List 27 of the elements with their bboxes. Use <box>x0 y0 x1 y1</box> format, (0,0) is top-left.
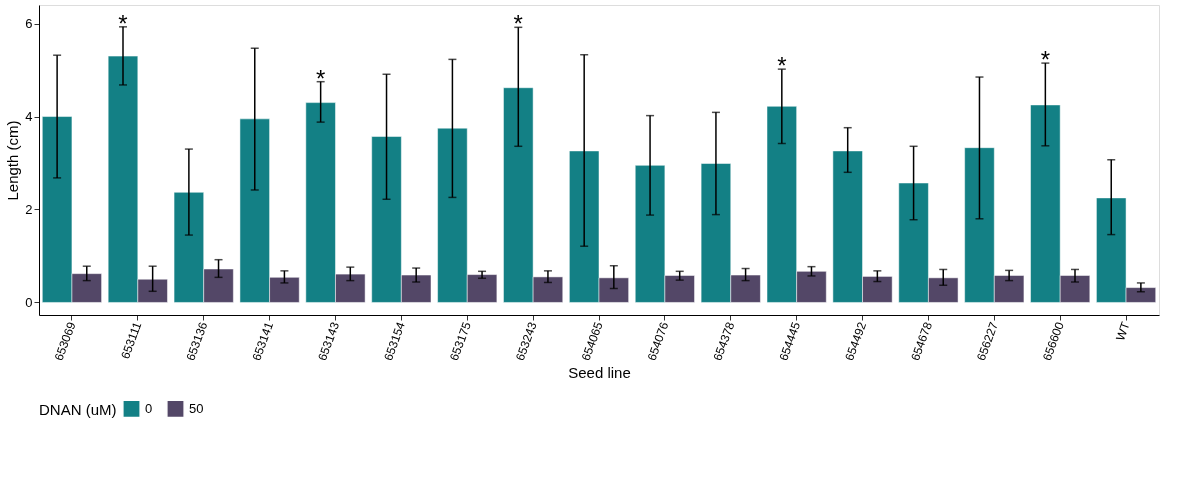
x-tick-label: 653069 <box>51 319 79 363</box>
legend-title: DNAN (uM) <box>39 401 117 418</box>
x-tick-label: 654076 <box>644 319 672 363</box>
y-tick-label: 2 <box>25 202 33 217</box>
x-tick-label: 653136 <box>183 319 211 363</box>
y-tick-label: 6 <box>25 16 33 32</box>
x-tick-label: 653243 <box>512 319 540 363</box>
x-tick-label: 653175 <box>446 319 474 363</box>
legend-label: 0 <box>145 400 153 416</box>
x-tick-label: 653111 <box>118 319 145 361</box>
annotation: * <box>315 64 326 92</box>
annotation: * <box>513 10 523 38</box>
x-tick-label: 654378 <box>710 319 738 363</box>
x-tick-label: 656600 <box>1039 319 1067 363</box>
annotation: * <box>1040 46 1051 74</box>
x-tick-label: WT <box>1113 319 1133 343</box>
x-tick-label: 654445 <box>776 319 804 363</box>
x-axis-title: Seed line <box>568 364 631 382</box>
x-tick-label: 656227 <box>974 319 1001 363</box>
y-tick-label: 0 <box>25 294 33 310</box>
y-tick-label: 4 <box>25 109 33 125</box>
x-tick-label: 653141 <box>249 319 277 363</box>
annotation: * <box>777 52 787 80</box>
y-axis-title: Length (cm) <box>4 120 22 201</box>
legend-label: 50 <box>189 400 204 416</box>
annotation: * <box>118 9 128 37</box>
x-tick-label: 654065 <box>578 319 606 363</box>
